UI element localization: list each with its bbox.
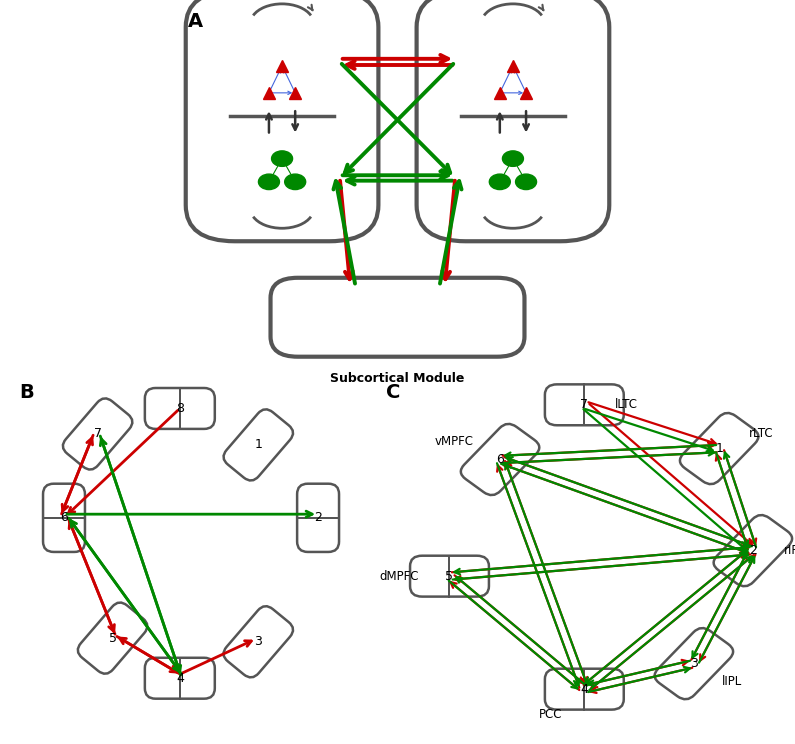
FancyBboxPatch shape [43, 484, 85, 552]
Circle shape [285, 174, 306, 190]
Text: vMPFC: vMPFC [434, 434, 473, 448]
Text: A: A [188, 12, 203, 31]
FancyBboxPatch shape [680, 413, 758, 484]
FancyBboxPatch shape [223, 606, 293, 678]
FancyBboxPatch shape [410, 556, 489, 597]
Circle shape [515, 174, 537, 190]
FancyBboxPatch shape [545, 385, 624, 426]
Text: lIPL: lIPL [722, 676, 742, 688]
Text: 3: 3 [690, 657, 698, 670]
Text: 6: 6 [496, 453, 504, 466]
Text: 6: 6 [60, 511, 68, 525]
Text: B: B [19, 383, 34, 402]
FancyBboxPatch shape [461, 424, 539, 496]
Text: 2: 2 [314, 511, 322, 525]
FancyBboxPatch shape [63, 398, 133, 469]
Text: Subcortical Module: Subcortical Module [330, 372, 465, 385]
FancyBboxPatch shape [270, 278, 525, 356]
Text: PCC: PCC [539, 708, 562, 721]
FancyBboxPatch shape [654, 628, 733, 699]
FancyBboxPatch shape [223, 409, 293, 481]
Circle shape [489, 174, 510, 190]
Text: 4: 4 [580, 683, 588, 696]
Circle shape [272, 151, 293, 167]
Text: 4: 4 [176, 672, 184, 684]
FancyBboxPatch shape [145, 388, 215, 429]
Text: C: C [386, 383, 401, 402]
FancyBboxPatch shape [714, 515, 792, 586]
Circle shape [502, 151, 523, 167]
FancyBboxPatch shape [145, 658, 215, 699]
FancyBboxPatch shape [297, 484, 339, 552]
Text: 1: 1 [254, 438, 262, 452]
Text: 5: 5 [109, 632, 117, 644]
Text: 5: 5 [445, 570, 453, 583]
FancyBboxPatch shape [186, 0, 378, 241]
FancyBboxPatch shape [417, 0, 609, 241]
Text: rLTC: rLTC [749, 428, 774, 440]
Text: 1: 1 [716, 442, 723, 455]
Text: lLTC: lLTC [615, 398, 638, 411]
FancyBboxPatch shape [545, 669, 624, 710]
Circle shape [258, 174, 280, 190]
FancyBboxPatch shape [78, 603, 147, 674]
Text: 2: 2 [749, 544, 757, 557]
Text: dMPFC: dMPFC [379, 570, 419, 583]
Text: 3: 3 [254, 635, 262, 648]
Text: rIPL: rIPL [784, 544, 795, 557]
Text: 8: 8 [176, 402, 184, 415]
Text: 7: 7 [580, 398, 588, 411]
Text: 7: 7 [94, 428, 102, 440]
